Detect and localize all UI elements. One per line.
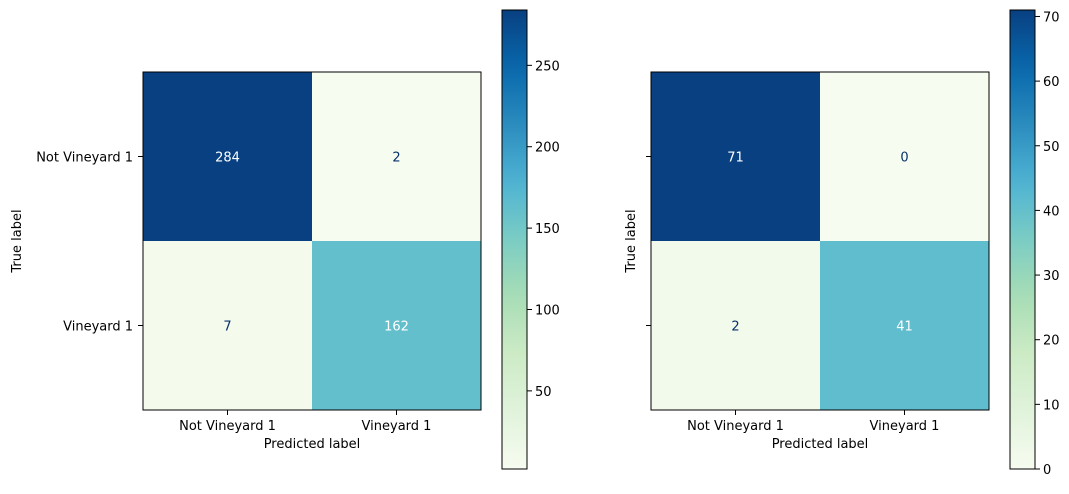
y-axis-label: True label: [624, 209, 639, 273]
cell-value-label: 0: [900, 151, 908, 166]
cell-value-label: 162: [384, 320, 409, 335]
colorbar-tick-label: 100: [535, 303, 560, 318]
cell-value-label: 284: [215, 151, 240, 166]
colorbar-gradient: [1010, 10, 1035, 469]
x-tick-label: Vineyard 1: [870, 419, 940, 434]
colorbar-tick-label: 30: [1043, 269, 1060, 284]
x-axis-label: Predicted label: [772, 437, 869, 452]
colorbar-tick-label: 50: [535, 385, 552, 400]
matrix-cell: [820, 72, 989, 241]
cell-value-label: 7: [223, 320, 231, 335]
colorbar-gradient: [502, 10, 527, 469]
cell-value-label: 2: [731, 320, 739, 335]
matrix-cell: [143, 72, 312, 241]
cell-value-label: 41: [896, 320, 913, 335]
colorbar-tick-label: 50: [1043, 140, 1060, 155]
colorbar-frame: [501, 9, 528, 470]
y-tick-label: Not Vineyard 1: [36, 151, 133, 166]
matrix-cell: [651, 72, 820, 241]
colorbar-tick-label: 40: [1043, 204, 1060, 219]
y-tick-label: Vineyard 1: [63, 320, 133, 335]
colorbar-tick-label: 150: [535, 222, 560, 237]
colorbar-tick-label: 60: [1043, 75, 1060, 90]
colorbar-tick-label: 70: [1043, 10, 1060, 25]
cell-value-label: 2: [392, 151, 400, 166]
matrix-cell: [820, 241, 989, 410]
matrix-frame: [650, 71, 990, 411]
cell-value-label: 71: [727, 151, 744, 166]
x-axis-label: Predicted label: [264, 437, 361, 452]
colorbar-tick-label: 200: [535, 141, 560, 156]
matrix-cell: [312, 241, 481, 410]
matrix-cell: [651, 241, 820, 410]
colorbar-tick-label: 20: [1043, 334, 1060, 349]
x-tick-label: Vineyard 1: [362, 419, 432, 434]
matrix-cell: [143, 241, 312, 410]
colorbar-frame: [1009, 9, 1036, 470]
matrix-cell: [312, 72, 481, 241]
matrix-frame: [142, 71, 482, 411]
colorbar-tick-label: 10: [1043, 398, 1060, 413]
x-tick-label: Not Vineyard 1: [687, 419, 784, 434]
colorbar-tick-label: 250: [535, 59, 560, 74]
y-axis-label: True label: [10, 209, 25, 273]
colorbar-tick-label: 0: [1043, 463, 1051, 478]
x-tick-label: Not Vineyard 1: [179, 419, 276, 434]
